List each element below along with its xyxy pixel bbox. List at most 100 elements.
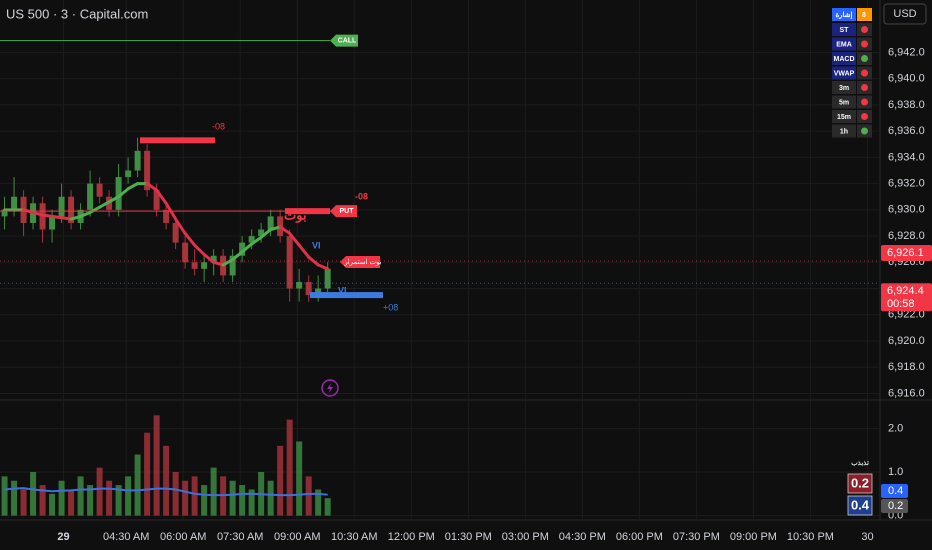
ma-segment (145, 182, 159, 192)
status-header-cell (857, 8, 872, 21)
candle-body (49, 216, 56, 230)
ma-segment (117, 187, 130, 199)
annotation: بوت استمرار (343, 258, 381, 266)
status-dot (861, 98, 868, 106)
oscillator-value: 0.4 (851, 497, 870, 512)
candle-body (267, 216, 274, 230)
status-dot (861, 84, 868, 91)
level-bar (310, 292, 383, 299)
ma-segment (240, 242, 254, 254)
y-tick-label: 6,934.0 (888, 151, 925, 163)
candle-body (144, 150, 151, 191)
ma-segment (174, 217, 187, 235)
status-cell (832, 110, 856, 123)
x-tick-label: 06:00 PM (616, 531, 663, 543)
ma-segment (69, 214, 83, 221)
candle-body (87, 183, 94, 210)
x-tick-label: 07:30 AM (217, 531, 263, 543)
volume-bar (229, 480, 236, 516)
x-tick-label: 06:00 AM (160, 531, 206, 543)
candle-body (239, 242, 246, 256)
oscillator-badge (847, 495, 873, 516)
status-cell (832, 81, 856, 94)
x-tick-label: 04:30 PM (559, 531, 606, 543)
oscillator-value: 0.2 (851, 475, 869, 490)
y-tick-label: 6,932.0 (888, 178, 925, 190)
ma-segment (183, 231, 197, 247)
volume-bar (286, 419, 293, 516)
candle-body (115, 177, 122, 210)
status-cell (832, 66, 856, 80)
ma-segment (316, 263, 330, 271)
currency-button[interactable] (883, 3, 927, 25)
price-badge (881, 244, 932, 261)
oscillator-badge (847, 473, 873, 494)
ma-segment (41, 213, 54, 218)
level-bar (285, 208, 330, 215)
x-tick-label: 09:00 AM (274, 531, 320, 543)
volume-bar (277, 445, 284, 516)
candle-body (11, 196, 18, 210)
volume-bar (125, 476, 132, 516)
status-dot (861, 69, 868, 77)
candle-body (153, 190, 160, 210)
ma-segment (269, 225, 282, 232)
level-label: CALL (338, 37, 357, 44)
volume-bar (305, 476, 312, 516)
status-label: MACD (834, 56, 855, 63)
annotation: VI (338, 285, 347, 295)
annotation: -08 (355, 191, 368, 201)
candle-body (134, 150, 141, 171)
status-label: 3m (839, 85, 849, 92)
y-tick-label: 6,940.0 (888, 73, 925, 85)
candle-body (163, 209, 170, 223)
price-badge-label: 6,926.1 (887, 247, 924, 259)
x-tick-label: 03:00 PM (502, 531, 549, 543)
axis-badge-label: 0.2 (888, 500, 903, 512)
volume-average (4, 487, 328, 497)
status-label: VWAP (834, 70, 855, 77)
grid (0, 0, 880, 520)
volume-bar (248, 489, 255, 516)
ma-segment (193, 243, 206, 256)
currency[interactable]: USD (893, 8, 916, 20)
volume-bar (68, 489, 75, 516)
price-badge-label: 6,924.4 (887, 285, 924, 297)
status-header: 8 (862, 12, 866, 19)
candle-body (96, 183, 103, 197)
ma-segment (212, 260, 225, 267)
volume-bar (11, 480, 18, 516)
status-cell (832, 124, 856, 138)
candle-body (296, 281, 303, 289)
level-tag (330, 205, 357, 218)
annotation: بوت (284, 207, 307, 223)
x-tick-label: 10:30 AM (331, 531, 377, 543)
volume-bar (163, 445, 170, 516)
volume-bar (239, 485, 246, 516)
candle-body (58, 196, 65, 217)
volume-bar (39, 485, 46, 516)
chart-title: US 500 · 3 · Capital.com (6, 6, 148, 21)
alert-icon[interactable] (321, 379, 339, 397)
volume-bar (49, 493, 56, 516)
volume-bar (1, 476, 8, 516)
volume-bar (134, 454, 141, 516)
volume-bar (296, 441, 303, 516)
volume-bar (267, 480, 274, 516)
ma-segment (250, 235, 263, 246)
volume-bar (87, 485, 94, 516)
y-tick-label: 2.0 (888, 422, 903, 434)
status-label: 1h (840, 128, 848, 135)
ma-segment (155, 188, 168, 205)
volume-bar (191, 476, 198, 516)
status-cell (832, 37, 856, 51)
status-label: 5m (839, 99, 849, 106)
y-tick-label: 6,936.0 (888, 125, 925, 137)
status-header: إشارة (836, 11, 853, 19)
level-label: PUT (340, 208, 355, 215)
volume-bar (144, 432, 151, 516)
ma-segment (307, 255, 320, 267)
axis-badge (881, 484, 908, 498)
volume-bar (182, 480, 189, 516)
